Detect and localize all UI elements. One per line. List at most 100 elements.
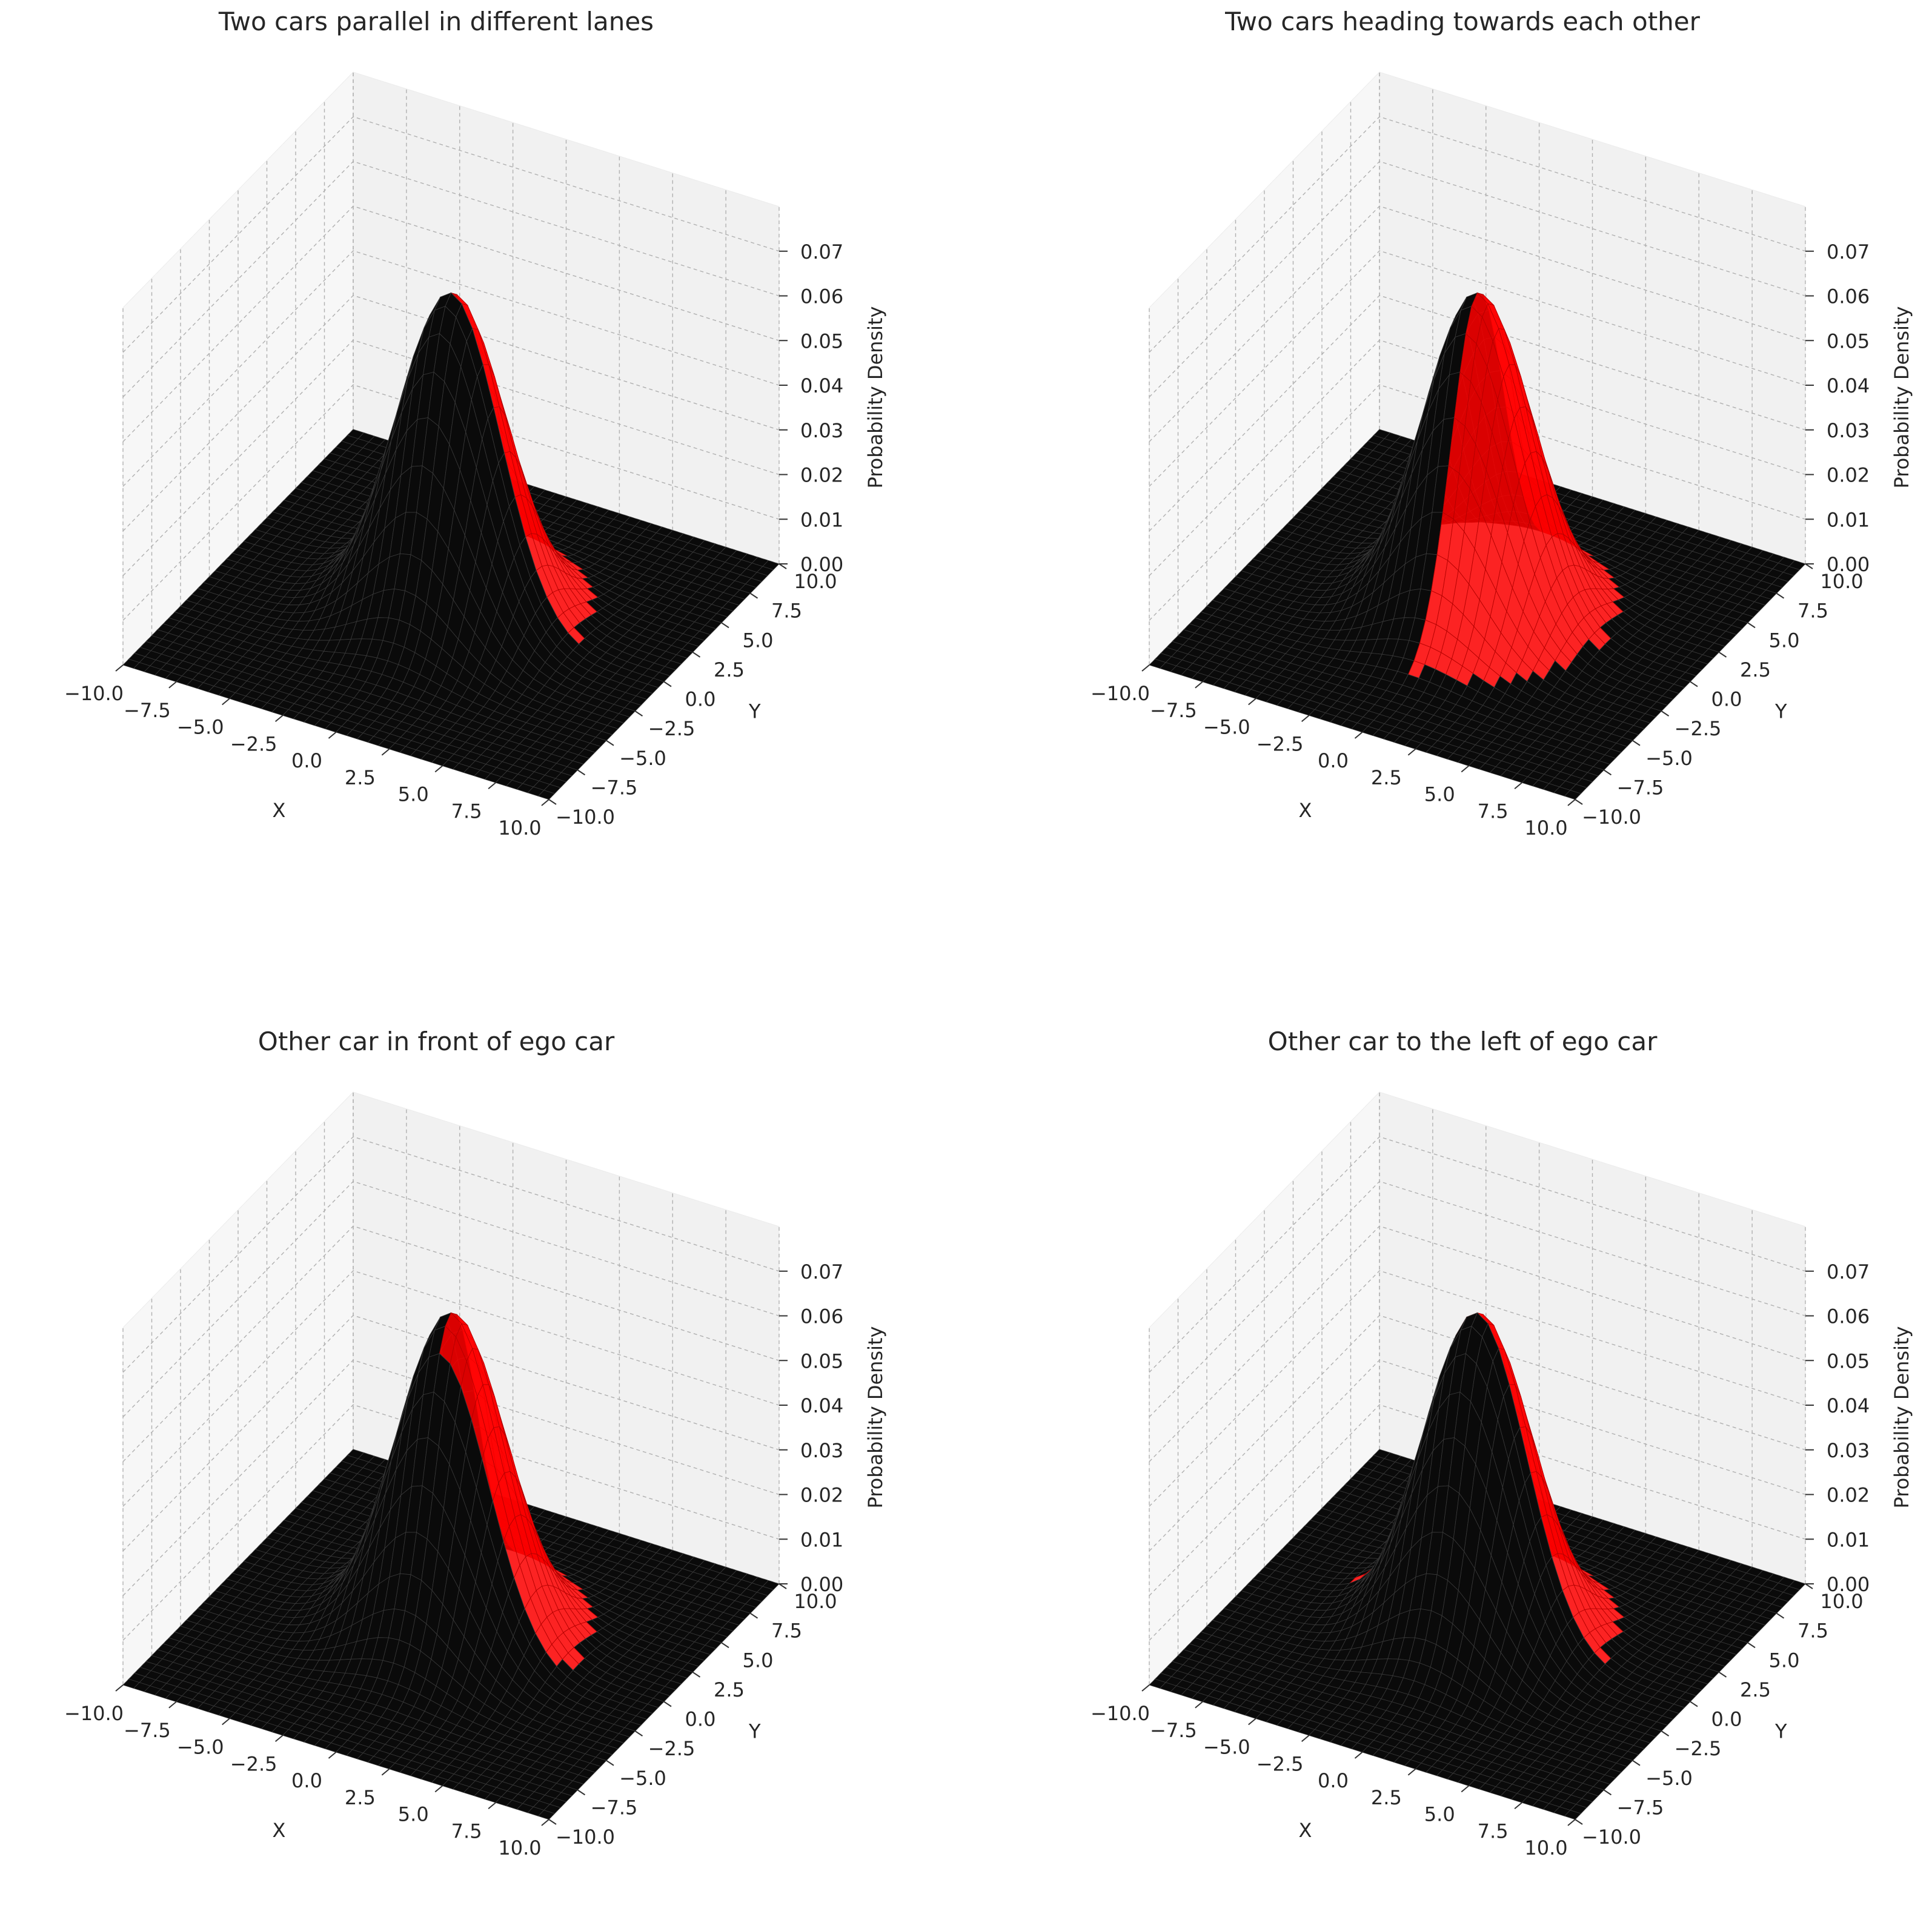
z-tick-label: 0.07 [1827, 1260, 1870, 1283]
z-tick-label: 0.03 [1827, 1439, 1870, 1462]
subplot-4: Other car to the left of ego car −10.0 −7.… [1090, 1027, 1913, 1859]
z-tick-label: 0.00 [1827, 553, 1870, 576]
x-tick-label: 2.5 [1371, 766, 1402, 789]
z-tick-label: 0.06 [1827, 1305, 1870, 1328]
x-tick-label: −5.0 [177, 1736, 224, 1759]
z-tick-label: 0.00 [1827, 1573, 1870, 1596]
z-tick-label: 0.00 [800, 553, 843, 576]
z-tick-label: 0.04 [800, 374, 843, 397]
x-axis-label: X [1299, 799, 1312, 822]
z-tick-label: 0.05 [800, 329, 843, 353]
subplot-2: Two cars heading towards each other −10.0… [1090, 7, 1913, 839]
z-tick-label: 0.02 [1827, 1484, 1870, 1507]
y-tick-label: −7.5 [1617, 1796, 1664, 1819]
y-tick-label: 10.0 [1820, 1590, 1863, 1613]
z-tick-label: 0.07 [800, 1260, 843, 1283]
subplot-3: Other car in front of ego car−10.0−7.5−5… [64, 1027, 887, 1859]
x-tick-label: 2.5 [345, 766, 376, 789]
y-tick-label: −2.5 [1675, 1737, 1722, 1760]
y-tick-label: 10.0 [1820, 570, 1863, 593]
z-tick-label: 0.06 [800, 1305, 843, 1328]
y-tick-label: 0.0 [685, 688, 716, 711]
y-tick-label: 5.0 [1769, 629, 1800, 652]
x-tick-label: −2.5 [1256, 1752, 1304, 1775]
surface [1149, 1312, 1806, 1820]
x-axis-label: X [273, 799, 286, 822]
x-tick-label: 5.0 [398, 1803, 429, 1826]
x-tick-label: −10.0 [1090, 1702, 1150, 1725]
z-tick-label: 0.04 [1827, 374, 1870, 397]
subplot-title: Two cars parallel in different lanes [218, 7, 654, 36]
z-tick-label: 0.03 [800, 1439, 843, 1462]
y-tick-label: 10.0 [794, 570, 837, 593]
y-tick-label: 7.5 [771, 1620, 802, 1643]
x-tick-label: 10.0 [498, 1836, 541, 1859]
x-tick-label: 10.0 [1524, 1836, 1567, 1859]
x-axis-label: X [273, 1819, 286, 1842]
y-tick-label: 2.5 [1740, 658, 1771, 681]
z-tick-label: 0.03 [1827, 419, 1870, 442]
y-tick-label: −2.5 [648, 1737, 695, 1760]
y-tick-label: −10.0 [1582, 806, 1641, 829]
z-tick-label: 0.07 [800, 240, 843, 263]
y-tick-label: −2.5 [648, 717, 695, 740]
z-tick-label: 0.06 [800, 285, 843, 308]
y-tick-label: 0.0 [1711, 1708, 1742, 1731]
y-tick-label: 5.0 [743, 1649, 774, 1672]
x-tick-label: 2.5 [1371, 1786, 1402, 1809]
grid [1149, 1092, 1806, 1686]
x-tick-label: 0.0 [291, 749, 322, 772]
y-tick-label: 2.5 [714, 658, 745, 681]
tick-labels: −10.0−7.5−5.0−2.50.02.55.07.510.0 −10.0−7… [64, 240, 843, 839]
y-tick-label: −5.0 [619, 1767, 666, 1790]
y-tick-label: −10.0 [556, 806, 615, 829]
x-tick-label: 0.0 [1318, 749, 1349, 772]
tick-labels: −10.0−7.5−5.0−2.50.02.55.07.510.0 −10.0−7… [1090, 240, 1870, 839]
y-tick-label: −7.5 [591, 1796, 638, 1819]
x-tick-label: −7.5 [124, 699, 171, 722]
z-tick-label: 0.04 [1827, 1394, 1870, 1417]
x-tick-label: −10.0 [64, 682, 124, 705]
x-tick-label: 0.0 [291, 1769, 322, 1792]
y-tick-label: 7.5 [1798, 1620, 1828, 1643]
surface [1149, 292, 1806, 800]
x-tick-label: −2.5 [230, 1752, 277, 1775]
x-tick-label: 7.5 [1478, 1819, 1509, 1842]
x-tick-label: −10.0 [1090, 682, 1150, 705]
y-axis-label: Y [1774, 1720, 1787, 1743]
subplot-title: Other car to the left of ego car [1268, 1027, 1658, 1056]
x-tick-label: −7.5 [1150, 699, 1197, 722]
y-tick-label: 5.0 [743, 629, 774, 652]
surface [122, 1312, 780, 1820]
x-axis-label: X [1299, 1819, 1312, 1842]
z-tick-label: 0.02 [1827, 464, 1870, 487]
x-tick-label: 7.5 [451, 1819, 482, 1842]
x-tick-label: −7.5 [124, 1719, 171, 1742]
y-axis-label: Y [748, 1720, 761, 1743]
x-tick-label: 2.5 [345, 1786, 376, 1809]
x-tick-label: 10.0 [498, 816, 541, 839]
z-axis-label: Probability Density [864, 1326, 887, 1509]
x-tick-label: −5.0 [1203, 1736, 1250, 1759]
tick-labels: −10.0−7.5−5.0−2.50.02.55.07.510.0 −10.0−7… [1090, 1260, 1870, 1859]
x-tick-label: 5.0 [398, 783, 429, 806]
y-tick-label: −10.0 [556, 1826, 615, 1849]
y-tick-label: −5.0 [1645, 747, 1693, 770]
x-tick-label: −5.0 [1203, 716, 1250, 739]
tick-labels: −10.0−7.5−5.0−2.50.02.55.07.510.0 −10.0−7… [64, 1260, 843, 1859]
z-tick-label: 0.05 [1827, 1349, 1870, 1372]
y-tick-label: 0.0 [1711, 688, 1742, 711]
y-tick-label: −7.5 [1617, 776, 1664, 799]
z-axis-label: Probability Density [1890, 1326, 1913, 1509]
y-axis-label: Y [748, 700, 761, 723]
y-tick-label: −5.0 [619, 747, 666, 770]
z-axis-label: Probability Density [864, 306, 887, 489]
z-tick-label: 0.02 [800, 1484, 843, 1507]
subplot-1: Two cars parallel in different lanes −10.… [64, 7, 887, 839]
z-tick-label: 0.00 [800, 1573, 843, 1596]
y-tick-label: −5.0 [1645, 1767, 1693, 1790]
z-tick-label: 0.01 [800, 508, 843, 531]
x-tick-label: 5.0 [1424, 783, 1455, 806]
surface [122, 292, 780, 800]
